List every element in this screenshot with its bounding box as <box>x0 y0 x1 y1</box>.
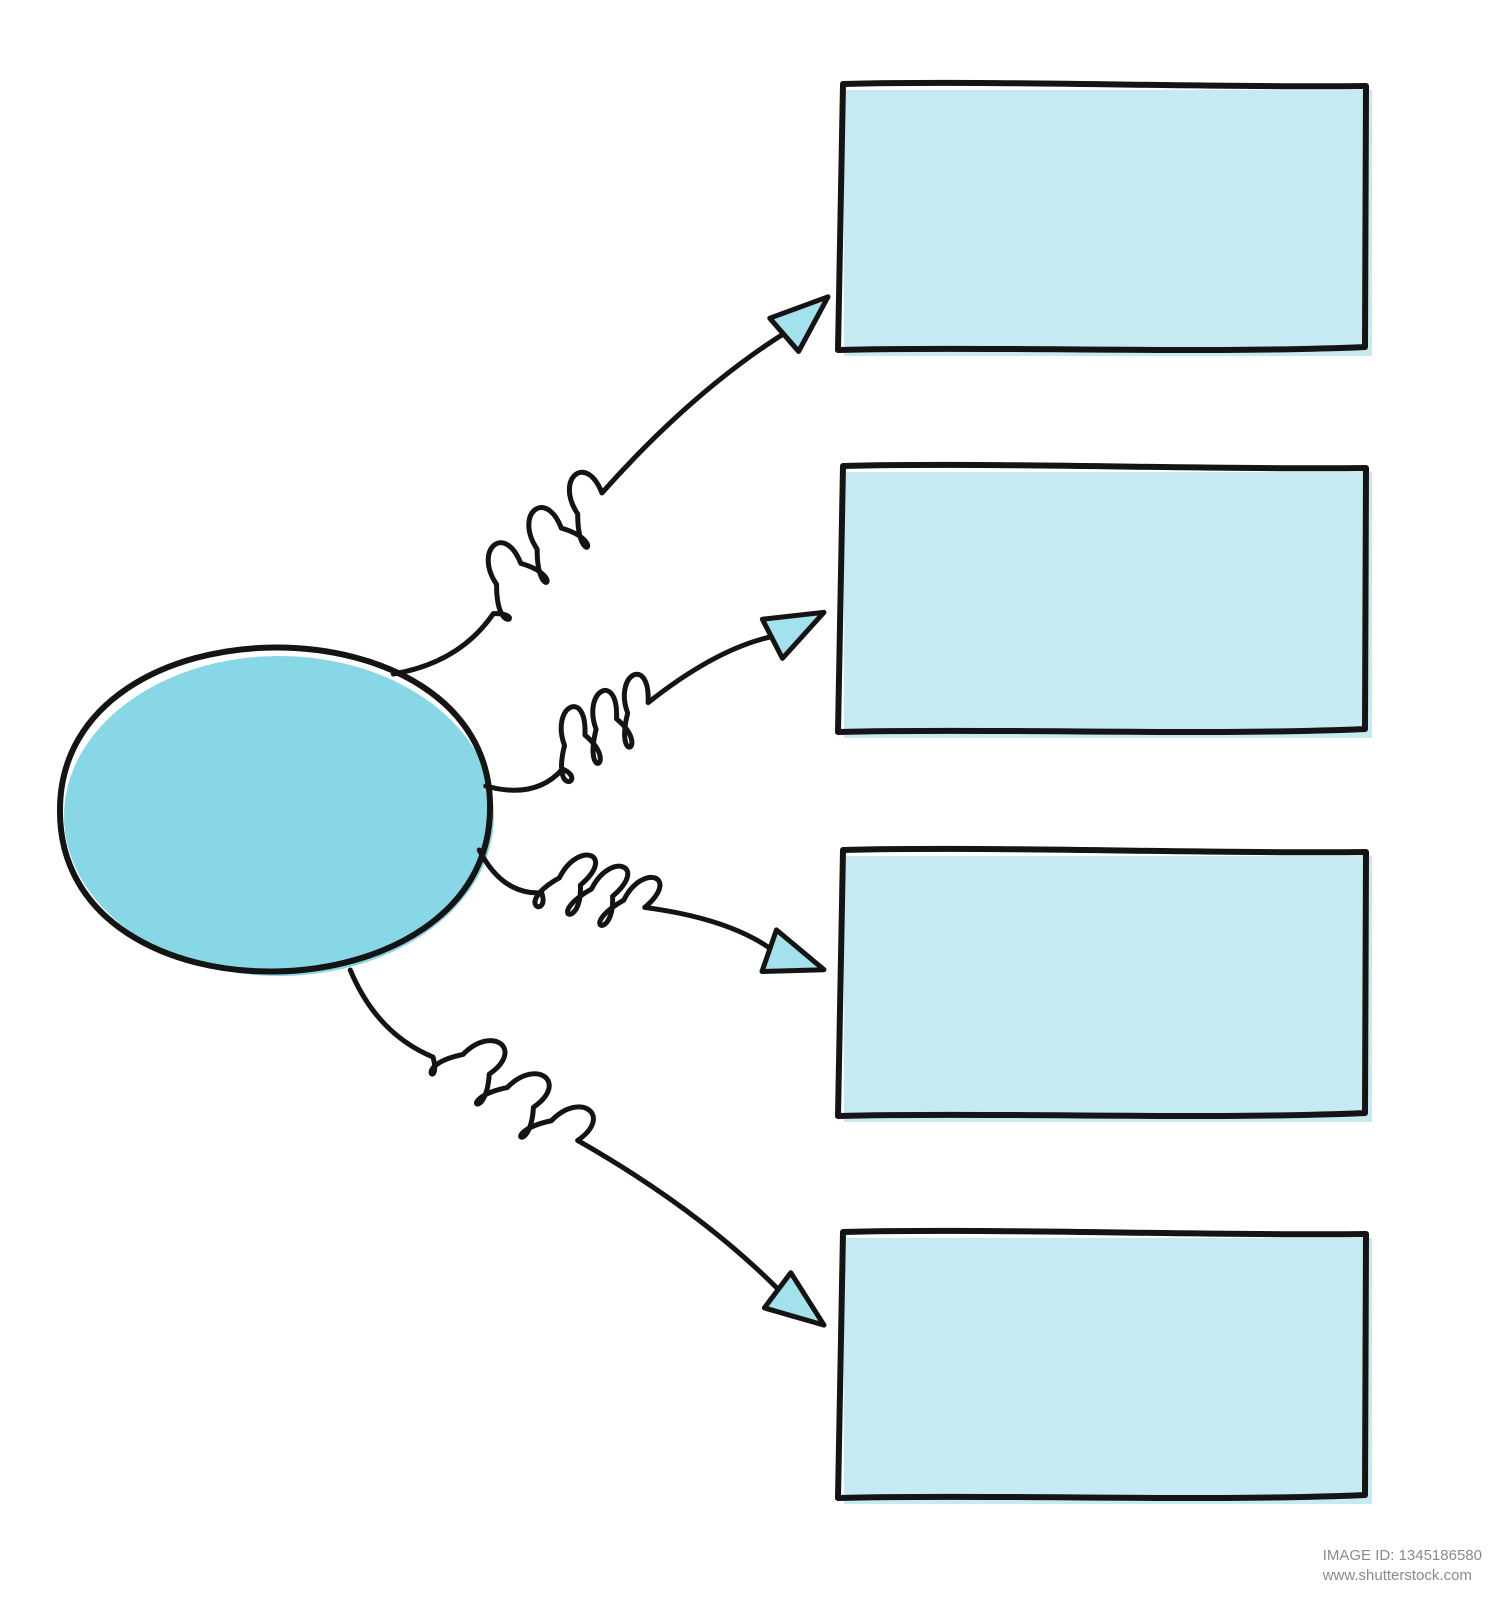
target-box-fill <box>844 856 1372 1122</box>
arrowhead-3 <box>762 930 824 972</box>
arrowhead-4 <box>764 1273 824 1325</box>
connector-3 <box>479 850 777 953</box>
site-label: www.shutterstock.com <box>1323 1566 1482 1586</box>
mindmap-diagram <box>0 0 1500 1600</box>
image-meta: IMAGE ID: 1345186580 www.shutterstock.co… <box>1323 1546 1482 1587</box>
image-id-value: 1345186580 <box>1399 1547 1482 1564</box>
arrowhead-2 <box>762 612 824 658</box>
target-box-fill <box>844 90 1372 356</box>
connector-2 <box>486 635 780 790</box>
image-id-label: IMAGE ID: <box>1323 1547 1395 1564</box>
target-box-fill <box>844 1238 1372 1504</box>
diagram-stage: IMAGE ID: 1345186580 www.shutterstock.co… <box>0 0 1500 1600</box>
connector-4 <box>350 970 784 1295</box>
target-box-fill <box>844 472 1372 738</box>
arrowhead-1 <box>770 297 828 352</box>
connector-1 <box>393 330 790 674</box>
